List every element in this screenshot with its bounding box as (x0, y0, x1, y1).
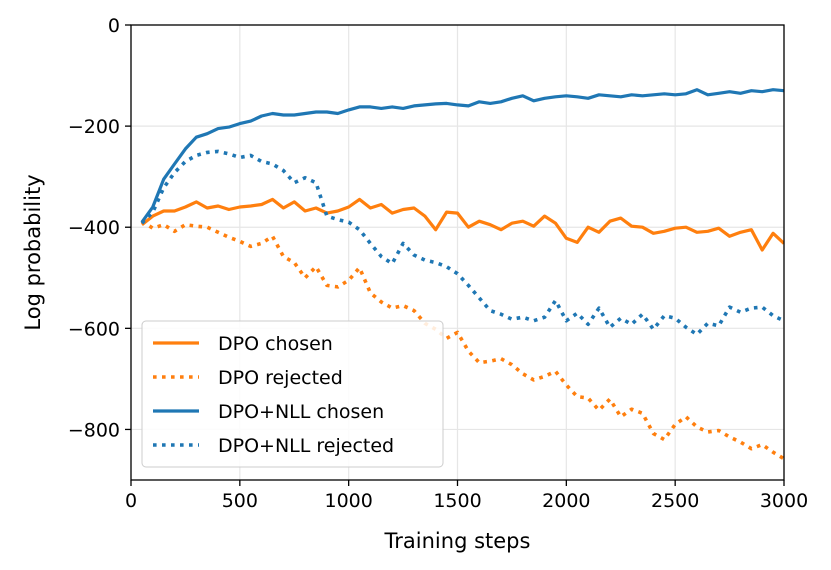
legend: DPO chosen DPO rejected DPO+NLL chosen D… (141, 320, 444, 468)
x-tick-label: 2000 (542, 490, 590, 512)
y-tick-label: 0 (108, 15, 120, 37)
x-tick-label: 0 (125, 490, 137, 512)
x-tick-labels: 0 500 1000 1500 2000 2500 3000 (125, 490, 808, 512)
ticks (125, 24, 785, 486)
series-group (140, 88, 784, 461)
series-line-dpo-chosen (140, 197, 784, 252)
x-tick-label: 500 (222, 490, 258, 512)
x-tick-label: 1500 (433, 490, 481, 512)
series-line-dpo-nll-chosen (140, 88, 784, 224)
legend-label-dpo-nll-chosen: DPO+NLL chosen (218, 401, 384, 423)
legend-label-dpo-chosen: DPO chosen (218, 333, 333, 355)
series-line-dpo-nll-rejected (140, 149, 784, 337)
legend-label-dpo-nll-rejected: DPO+NLL rejected (218, 435, 394, 457)
x-axis-label: Training steps (384, 529, 531, 553)
x-tick-label: 3000 (760, 490, 808, 512)
y-tick-labels: 0 −200 −400 −600 −800 (68, 15, 120, 441)
y-tick-label: −600 (68, 318, 120, 340)
y-tick-label: −400 (68, 217, 120, 239)
legend-box (141, 320, 444, 468)
legend-label-dpo-rejected: DPO rejected (218, 367, 343, 389)
series-line-dpo-rejected (140, 219, 784, 461)
x-tick-label: 1000 (324, 490, 372, 512)
y-tick-label: −200 (68, 116, 120, 138)
y-tick-label: −800 (68, 419, 120, 441)
x-tick-label: 2500 (651, 490, 699, 512)
y-axis-label: Log probability (21, 174, 45, 330)
